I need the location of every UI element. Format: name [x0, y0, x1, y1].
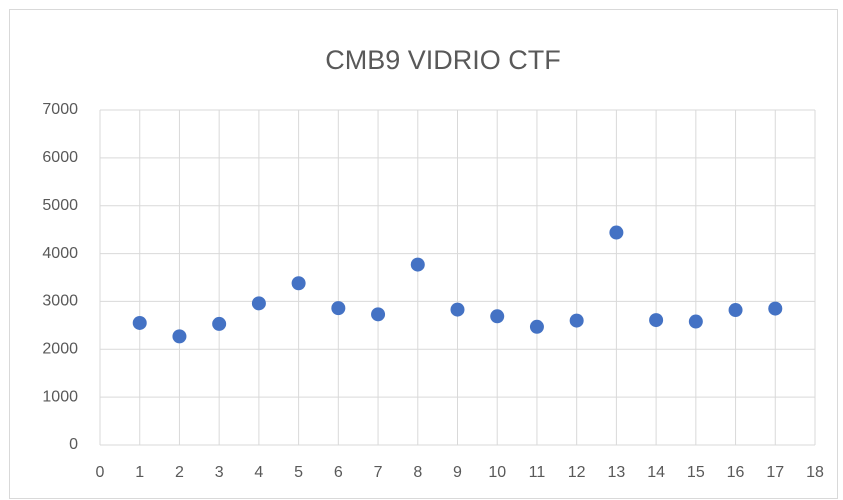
x-tick-label: 18 — [806, 464, 824, 481]
x-tick-label: 0 — [96, 464, 105, 481]
point — [569, 313, 584, 328]
point — [688, 314, 703, 329]
point — [490, 309, 505, 324]
point — [251, 296, 266, 311]
x-tick-label: 9 — [453, 464, 462, 481]
point — [728, 303, 743, 318]
x-tick-label: 11 — [529, 464, 546, 481]
x-tick-label: 15 — [687, 464, 705, 481]
y-tick-label: 7000 — [42, 101, 78, 118]
x-tick-label: 10 — [488, 464, 506, 481]
x-tick-label: 16 — [727, 464, 745, 481]
y-tick-label: 2000 — [42, 341, 78, 358]
y-tick-label: 1000 — [42, 388, 78, 405]
point — [450, 302, 465, 317]
x-tick-label: 1 — [135, 464, 144, 481]
y-tick-label: 3000 — [42, 293, 78, 310]
x-tick-label: 3 — [215, 464, 224, 481]
point — [291, 276, 306, 291]
x-tick-label: 14 — [647, 464, 665, 481]
chart-title: CMB9 VIDRIO CTF — [325, 45, 561, 75]
x-tick-label: 5 — [294, 464, 303, 481]
y-tick-label: 4000 — [42, 245, 78, 262]
point — [609, 225, 624, 240]
x-tick-label: 4 — [254, 464, 263, 481]
y-tick-label: 5000 — [42, 197, 78, 214]
x-tick-label: 8 — [413, 464, 422, 481]
point — [529, 319, 544, 334]
x-tick-label: 13 — [607, 464, 625, 481]
point — [132, 315, 147, 330]
x-tick-label: 2 — [175, 464, 184, 481]
point — [768, 301, 783, 316]
x-tick-label: 6 — [334, 464, 343, 481]
point — [331, 301, 346, 316]
y-tick-label: 6000 — [42, 149, 78, 166]
y-tick-label: 0 — [69, 436, 78, 453]
point — [172, 329, 187, 344]
point — [410, 257, 425, 272]
point — [649, 313, 664, 328]
point — [371, 307, 386, 322]
x-tick-label: 12 — [568, 464, 586, 481]
x-tick-label: 17 — [766, 464, 784, 481]
point — [212, 316, 227, 331]
x-tick-label: 7 — [374, 464, 383, 481]
